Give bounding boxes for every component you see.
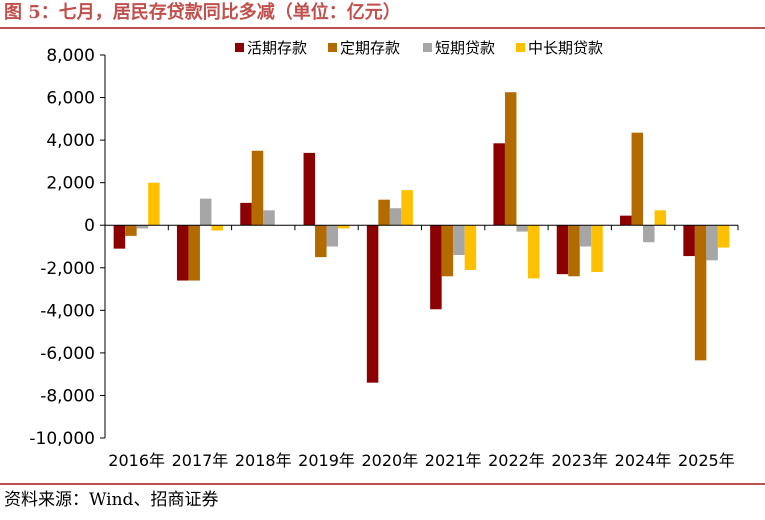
chart-axes xyxy=(100,54,739,439)
x-tick-label: 2023年 xyxy=(551,451,608,470)
bar-短期贷款-2025年 xyxy=(706,225,718,261)
y-tick-label: 6,000 xyxy=(46,89,95,109)
bar-短期贷款-2023年 xyxy=(579,225,592,247)
bar-中长期贷款-2021年 xyxy=(464,225,477,270)
bar-短期贷款-2020年 xyxy=(389,208,402,226)
chart-legend: 活期存款 定期存款 短期贷款 中长期贷款 xyxy=(235,39,603,57)
bar-中长期贷款-2024年 xyxy=(654,210,667,226)
x-tick-label: 2018年 xyxy=(235,451,292,470)
legend-label-定期存款: 定期存款 xyxy=(340,39,400,57)
bar-活期存款-2020年 xyxy=(366,225,379,383)
bar-chart: 活期存款 定期存款 短期贷款 中长期贷款 8,000 6,000 4,000 2,000 0 -… xyxy=(29,39,739,470)
bar-定期存款-2020年 xyxy=(378,199,390,226)
bar-定期存款-2023年 xyxy=(568,225,580,277)
x-tick-label: 2016年 xyxy=(108,451,165,470)
legend-label-短期贷款: 短期贷款 xyxy=(435,39,495,57)
bar-活期存款-2017年 xyxy=(176,225,189,281)
y-tick-label: -2,000 xyxy=(40,259,95,279)
tick-labels: 8,000 6,000 4,000 2,000 0 -2,000 -4,000 -6,000 -… xyxy=(29,46,734,470)
x-tick-label: 2019年 xyxy=(298,451,355,470)
legend-label-中长期贷款: 中长期贷款 xyxy=(528,39,603,57)
y-tick-label: -10,000 xyxy=(29,429,95,449)
x-tick-label: 2022年 xyxy=(488,451,545,470)
bar-活期存款-2016年 xyxy=(113,225,126,249)
bar-中长期贷款-2016年 xyxy=(148,182,160,226)
bar-定期存款-2021年 xyxy=(441,225,454,277)
bar-活期存款-2019年 xyxy=(303,152,316,226)
x-tick-label: 2025年 xyxy=(678,451,735,470)
bar-定期存款-2018年 xyxy=(251,150,264,226)
x-tick-label: 2017年 xyxy=(172,451,229,470)
title-rule xyxy=(0,27,765,29)
bar-定期存款-2022年 xyxy=(504,92,517,226)
bar-中长期贷款-2017年 xyxy=(211,225,223,231)
y-tick-label: 0 xyxy=(84,216,95,236)
bar-短期贷款-2022年 xyxy=(516,225,528,232)
bar-短期贷款-2018年 xyxy=(263,210,275,226)
y-tick-label: -4,000 xyxy=(40,301,95,321)
legend-label-活期存款: 活期存款 xyxy=(247,39,307,57)
bar-活期存款-2022年 xyxy=(493,143,505,226)
bar-定期存款-2025年 xyxy=(694,225,707,361)
bar-短期贷款-2019年 xyxy=(326,225,339,247)
bar-短期贷款-2024年 xyxy=(643,225,655,243)
legend-swatch-活期存款 xyxy=(235,43,244,52)
legend-swatch-短期贷款 xyxy=(423,43,432,52)
source-note: 资料来源：Wind、招商证券 xyxy=(4,490,219,510)
y-tick-label: -8,000 xyxy=(40,386,95,406)
y-tick-label: 4,000 xyxy=(46,131,95,151)
source-rule xyxy=(0,483,765,485)
bar-定期存款-2016年 xyxy=(125,225,137,236)
bar-活期存款-2023年 xyxy=(556,225,569,275)
y-tick-label: -6,000 xyxy=(40,344,95,364)
bar-中长期贷款-2020年 xyxy=(401,190,413,226)
bar-短期贷款-2021年 xyxy=(453,225,465,256)
figure-title: 图 5：七月，居民存贷款同比多减（单位：亿元） xyxy=(4,2,401,23)
x-tick-label: 2020年 xyxy=(361,451,418,470)
bar-活期存款-2021年 xyxy=(430,225,442,310)
bar-中长期贷款-2022年 xyxy=(527,225,540,279)
bar-中长期贷款-2023年 xyxy=(591,225,603,273)
y-tick-label: 2,000 xyxy=(46,174,95,194)
bar-定期存款-2024年 xyxy=(631,132,644,226)
x-tick-label: 2024年 xyxy=(615,451,672,470)
bar-活期存款-2024年 xyxy=(620,215,632,226)
legend-swatch-定期存款 xyxy=(328,43,337,52)
bar-中长期贷款-2025年 xyxy=(717,225,730,248)
bar-定期存款-2019年 xyxy=(315,225,327,258)
bar-活期存款-2025年 xyxy=(683,225,695,257)
x-tick-label: 2021年 xyxy=(425,451,482,470)
bar-短期贷款-2017年 xyxy=(199,198,212,226)
bar-活期存款-2018年 xyxy=(240,202,252,226)
bar-定期存款-2017年 xyxy=(188,225,200,281)
y-tick-label: 8,000 xyxy=(46,46,95,66)
bar-marks xyxy=(113,92,730,383)
legend-swatch-中长期贷款 xyxy=(516,43,525,52)
bar-中长期贷款-2019年 xyxy=(338,225,350,229)
bar-短期贷款-2016年 xyxy=(136,225,149,229)
